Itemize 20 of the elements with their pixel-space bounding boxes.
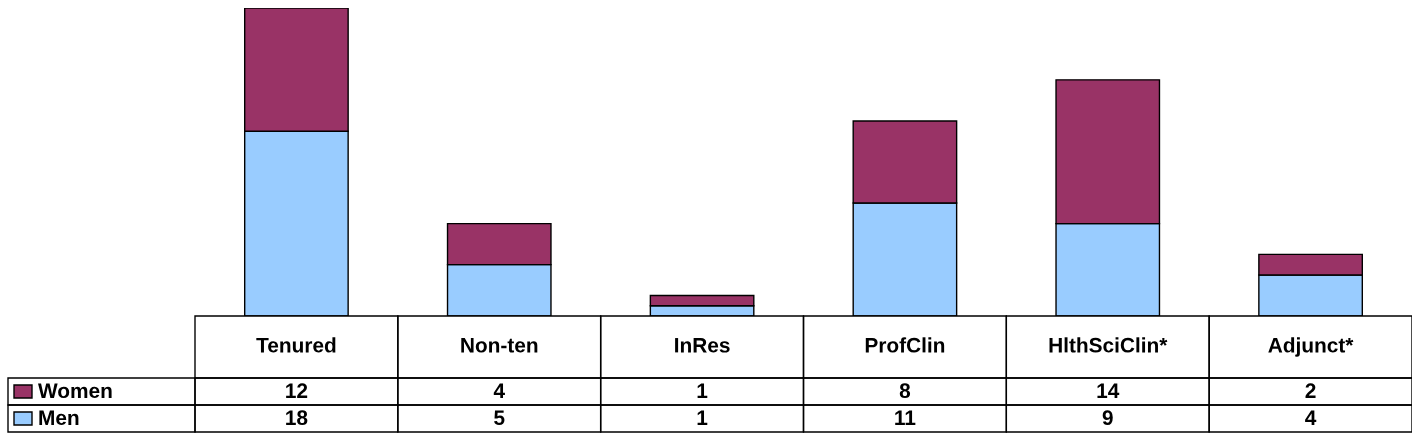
data-label: 1: [697, 410, 708, 425]
data-label: 14: [1097, 383, 1120, 398]
data-label: 5: [494, 410, 505, 426]
data-label: 11: [895, 410, 916, 425]
legend-label: Men: [39, 410, 79, 426]
data-label: 12: [286, 383, 308, 398]
legend-label: Women: [38, 383, 112, 399]
x-tick-label: Non-ten: [461, 338, 538, 353]
x-tick-label: Tenured: [256, 337, 336, 353]
data-label: 4: [1305, 410, 1317, 425]
x-tick-label: HlthSciClin*: [1049, 337, 1168, 353]
x-tick-label: Adjunct*: [1268, 337, 1354, 357]
data-label: 2: [1305, 383, 1316, 398]
data-label: 1: [697, 383, 708, 398]
x-tick-label: InRes: [675, 338, 730, 353]
data-label: 9: [1102, 410, 1113, 426]
data-label: 18: [286, 410, 308, 426]
x-tick-label: ProfClin: [865, 337, 945, 353]
data-label: 4: [493, 383, 505, 398]
data-label: 8: [899, 383, 911, 399]
